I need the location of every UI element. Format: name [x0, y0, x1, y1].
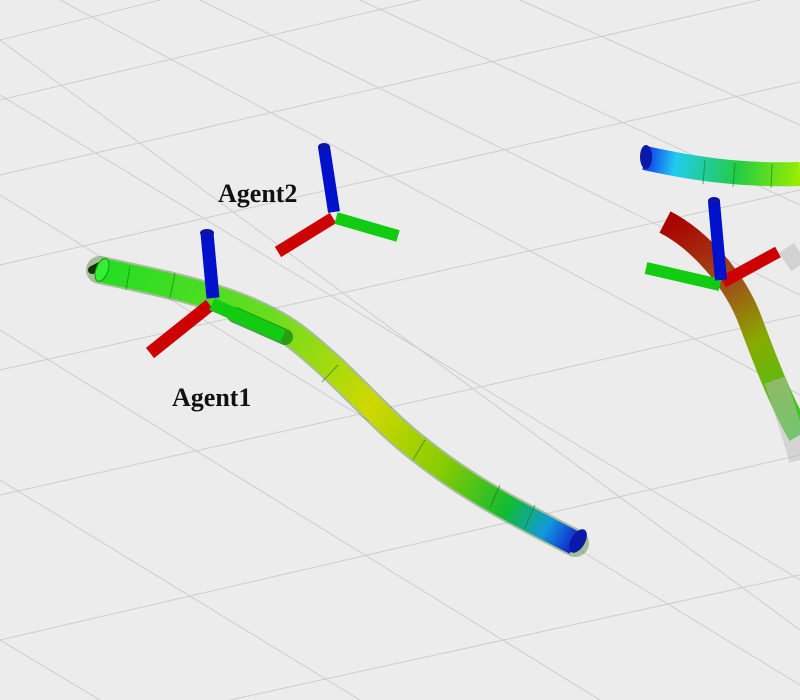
agent2-coordinate-frame [274, 143, 400, 258]
agent1-label: Agent1 [172, 383, 251, 412]
right-trajectories [640, 145, 800, 463]
agent3-coordinate-frame [644, 197, 781, 291]
agent1-coordinate-frame [145, 229, 286, 359]
agent2-label: Agent2 [218, 179, 297, 208]
